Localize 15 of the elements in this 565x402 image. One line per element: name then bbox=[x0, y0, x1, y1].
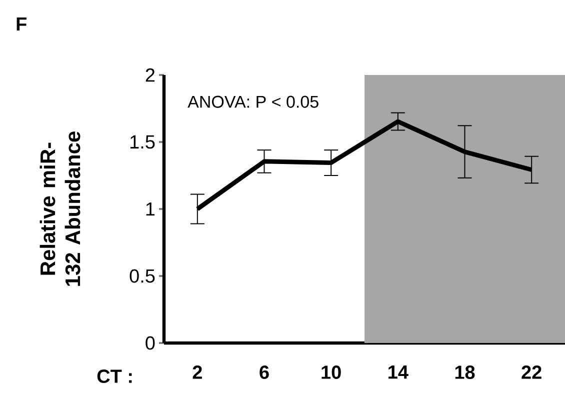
y-tick-label: 1.5 bbox=[130, 135, 155, 149]
y-tick-label: 2 bbox=[146, 68, 155, 82]
x-axis-title: CT : bbox=[97, 370, 132, 383]
x-tick-label: 6 bbox=[260, 366, 269, 379]
chart-title: F bbox=[16, 17, 26, 31]
y-tick-label: 0.5 bbox=[130, 269, 155, 283]
x-tick-label: 22 bbox=[522, 366, 542, 379]
x-tick-label: 10 bbox=[322, 366, 341, 379]
x-tick-label: 14 bbox=[388, 366, 408, 379]
y-tick-label: 1 bbox=[146, 202, 155, 216]
x-tick-label: 2 bbox=[192, 366, 202, 379]
y-tick-label: 0 bbox=[146, 336, 155, 350]
annotation: ANOVA: P < 0.05 bbox=[188, 96, 318, 108]
x-tick-label: 18 bbox=[455, 366, 475, 379]
y-axis-title: Relative miR-132 Abundance bbox=[40, 132, 80, 286]
